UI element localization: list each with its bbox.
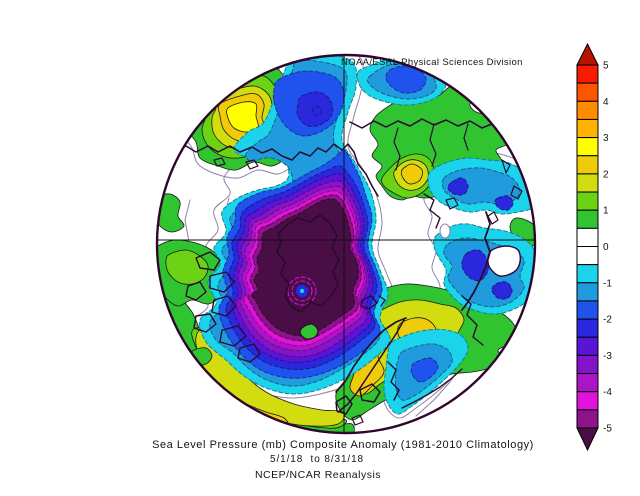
- coast-britain: [359, 383, 381, 403]
- coast-canadian-island: [211, 295, 237, 317]
- barents-low-royal-dot: [491, 281, 513, 300]
- colorbar-tick-label: -1: [603, 278, 612, 289]
- coast-islet: [351, 414, 364, 426]
- coast-canadian-island: [193, 313, 217, 333]
- colorbar-cell: [576, 82, 599, 102]
- coast-scandinavia-east: [337, 319, 405, 413]
- colorbar-tick-label: -4: [603, 387, 612, 398]
- core-minimum-ring: [291, 280, 313, 302]
- colorbar-cell: [576, 137, 599, 157]
- colorbar-cell: [576, 191, 599, 211]
- coast-alaska: [173, 145, 293, 161]
- core-minimum-cyan-dot: [299, 288, 305, 294]
- colorbar-tick-label: -3: [603, 351, 612, 362]
- kara-low-royal-dot: [494, 195, 514, 211]
- coast-taymyr: [423, 193, 441, 229]
- coast-chukotka: [291, 143, 379, 197]
- colorbar-cell: [576, 264, 599, 284]
- white-contour-lens: [439, 223, 451, 239]
- coast-svalbard: [378, 295, 386, 307]
- projection-circle: [155, 53, 537, 435]
- coast-islet: [510, 185, 523, 200]
- colorbar-tick-label: 5: [603, 61, 609, 72]
- colorbar-cell: [576, 409, 599, 429]
- coast-river: [429, 123, 437, 167]
- coast-novaya-zemlya: [461, 211, 491, 311]
- colorbar-cell: [576, 300, 599, 320]
- colorbar-tick-label: 2: [603, 169, 609, 180]
- colorbar-cell: [576, 227, 599, 248]
- northsea-low-royal: [410, 357, 439, 383]
- colorbar: 5 4 3 2 1 0 -1 -2 -3 -4 -5: [576, 42, 612, 452]
- barents-low-royal: [461, 249, 489, 282]
- colorbar-cell: [576, 318, 599, 338]
- colorbar-cell: [576, 118, 599, 139]
- iceland-dot: [299, 323, 319, 340]
- coast-river: [393, 127, 401, 171]
- bering-tongue-minimum-dot: [312, 106, 322, 116]
- colorbar-tick-label: 3: [603, 133, 609, 144]
- coast-mainland-europe: [401, 368, 463, 409]
- coast-canadian-island: [195, 251, 221, 271]
- colorbar-tick-label: 1: [603, 206, 609, 217]
- coast-islet: [245, 159, 259, 170]
- colorbar-arrow-up: [576, 42, 599, 66]
- siberia-gold-core: [400, 163, 423, 185]
- kara-low-royal-dot: [447, 177, 469, 196]
- coast-river: [463, 123, 469, 151]
- colorbar-tick-label: 4: [603, 97, 609, 108]
- colorbar-cell: [576, 209, 599, 229]
- coast-islet: [213, 157, 226, 167]
- header-title: NOAA/ESRL Physical Sciences Division: [341, 57, 523, 68]
- colorbar-cell: [576, 373, 599, 393]
- colorbar-cell: [576, 64, 599, 84]
- colorbar-cell: [576, 246, 599, 266]
- coast-canadian-island: [219, 325, 247, 347]
- coast-kara: [461, 295, 484, 346]
- core-minimum-ring: [287, 276, 317, 306]
- colorbar-cell: [576, 336, 599, 356]
- colorbar-tick-label: -2: [603, 315, 612, 326]
- coast-canadian-island: [185, 281, 207, 301]
- coast-islet: [501, 159, 511, 174]
- colorbar-cell: [576, 100, 599, 120]
- coast-baltic: [387, 361, 400, 401]
- map-area: [157, 55, 535, 433]
- green-speck: [157, 321, 173, 337]
- green-speck: [165, 347, 181, 363]
- colorbar-cell: [576, 155, 599, 175]
- coast-islet: [445, 197, 459, 210]
- colorbar-tick-label: 0: [603, 242, 609, 253]
- colorbar-cell: [576, 173, 599, 193]
- caption-source: NCEP/NCAR Reanalysis: [254, 469, 382, 481]
- coast-greenland: [276, 214, 340, 313]
- colorbar-cell: [576, 354, 599, 375]
- coast-islet: [487, 211, 499, 225]
- caption-dates: 5/1/18 to 8/31/18: [269, 454, 365, 465]
- coast-scandinavia: [335, 317, 407, 393]
- colorbar-tick-label: -5: [603, 424, 612, 435]
- colorbar-cell: [576, 282, 599, 302]
- colorbar-arrow-down: [576, 427, 599, 452]
- coast-canadian-island: [209, 271, 235, 293]
- caption-title: Sea Level Pressure (mb) Composite Anomal…: [152, 439, 534, 451]
- coast-canadian-island: [237, 343, 261, 363]
- colorbar-cell: [576, 391, 599, 411]
- barents-white-island: [487, 245, 521, 277]
- coast-svalbard: [360, 295, 378, 310]
